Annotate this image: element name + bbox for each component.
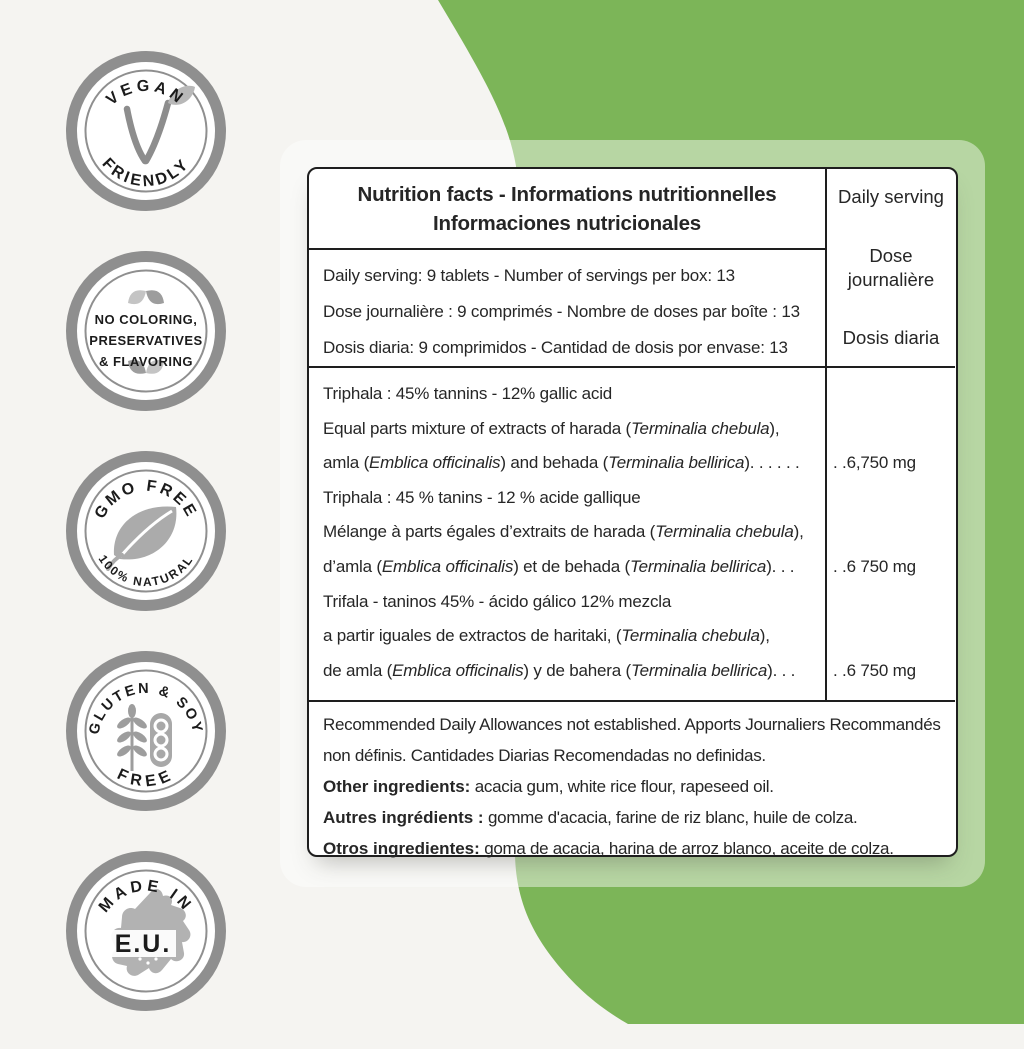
nutrient-row: Trifala - taninos 45% - ácido gálico 12%… [309,585,955,620]
nutrient-row: Mélange à parts égales d’extraits de har… [309,515,955,550]
footnotes: Recommended Daily Allowances not establi… [309,702,955,864]
wheat-and-soy-icon [117,704,172,771]
badge-gmo-free: GMO FREE 100% NATURAL [66,451,226,611]
footnote-line: non définis. Cantidades Diarias Recomend… [323,746,766,765]
badge-line-3: & FLAVORING [99,354,193,369]
footnote-line: Other ingredients: acacia gum, white ric… [323,777,774,796]
badge-made-in-eu: E.U. MADE IN [66,851,226,1011]
nutrient-row: a partir iguales de extractos de haritak… [309,619,955,654]
europe-map-icon: E.U. [110,889,191,976]
nutrient-label: Triphala : 45% tannins - 12% gallic acid [323,384,613,403]
nutrient-label: d’amla (Emblica officinalis) et de behad… [323,556,795,576]
nutrient-label: de amla (Emblica officinalis) y de baher… [323,660,796,680]
divider-under-serving [309,366,955,368]
nutrient-row: d’amla (Emblica officinalis) et de behad… [309,550,955,585]
nutrient-label: Mélange à parts égales d’extraits de har… [323,522,804,542]
column-divider [825,169,827,700]
divider-under-rows [309,700,955,702]
panel-title-line1: Nutrition facts - Informations nutrition… [357,182,777,206]
daily-serving-fr: Dose journalière [847,244,935,290]
nutrient-row: de amla (Emblica officinalis) y de baher… [309,654,955,689]
nutrient-label: Equal parts mixture of extracts of harad… [323,418,780,438]
nutrient-label: amla (Emblica officinalis) and behada (T… [323,453,800,473]
nutrient-value: . .6 750 mg [833,660,916,680]
nutrient-value: . .6,750 mg [833,453,916,473]
nutrient-row: amla (Emblica officinalis) and behada (T… [309,446,955,481]
badge-gluten-soy-free: GLUTEN & SOY FREE [66,651,226,811]
nutrient-rows: Triphala : 45% tannins - 12% gallic acid… [309,368,955,700]
leaf-icon [106,506,177,571]
nutrient-row: Triphala : 45 % tanins - 12 % acide gall… [309,481,955,516]
nutrient-row: Equal parts mixture of extracts of harad… [309,412,955,447]
panel-title: Nutrition facts - Informations nutrition… [309,169,825,248]
daily-serving-column-header: Daily serving Dose journalière Dosis dia… [827,169,955,366]
sprout-leaves-icon [128,290,164,374]
footnote-line: Otros ingredientes: goma de acacia, hari… [323,839,894,858]
nutrition-facts-card: Nutrition facts - Informations nutrition… [307,167,958,858]
badge-no-additives: NO COLORING, PRESERVATIVES & FLAVORING [66,251,226,411]
divider-under-title [309,248,825,250]
serving-line-fr: Dose journalière : 9 comprimés - Nombre … [323,302,800,321]
nutrient-value: . .6 750 mg [833,556,916,576]
badge-center-text: E.U. [115,930,172,958]
daily-serving-en: Daily serving [838,186,944,207]
vegan-leaf-v-icon [123,85,195,165]
badge-vegan-friendly: VEGAN FRIENDLY [66,51,226,211]
badge-column: VEGAN FRIENDLY NO COLORING, PRESERVATIVE… [64,49,228,1049]
nutrient-row: Triphala : 45% tannins - 12% gallic acid [309,377,955,412]
serving-line-en: Daily serving: 9 tablets - Number of ser… [323,266,735,285]
badge-line-2: PRESERVATIVES [89,333,202,348]
panel-title-line2: Informaciones nutricionales [433,211,701,235]
nutrient-label: a partir iguales de extractos de haritak… [323,626,770,646]
daily-serving-es: Dosis diaria [842,327,940,348]
badge-line-1: NO COLORING, [95,312,198,327]
serving-info: Daily serving: 9 tablets - Number of ser… [309,250,825,364]
footnote-line: Recommended Daily Allowances not establi… [323,715,941,734]
footnote-line: Autres ingrédients : gomme d'acacia, far… [323,808,858,827]
nutrient-label: Triphala : 45 % tanins - 12 % acide gall… [323,487,641,507]
nutrient-label: Trifala - taninos 45% - ácido gálico 12%… [323,591,672,611]
serving-line-es: Dosis diaria: 9 comprimidos - Cantidad d… [323,338,788,357]
